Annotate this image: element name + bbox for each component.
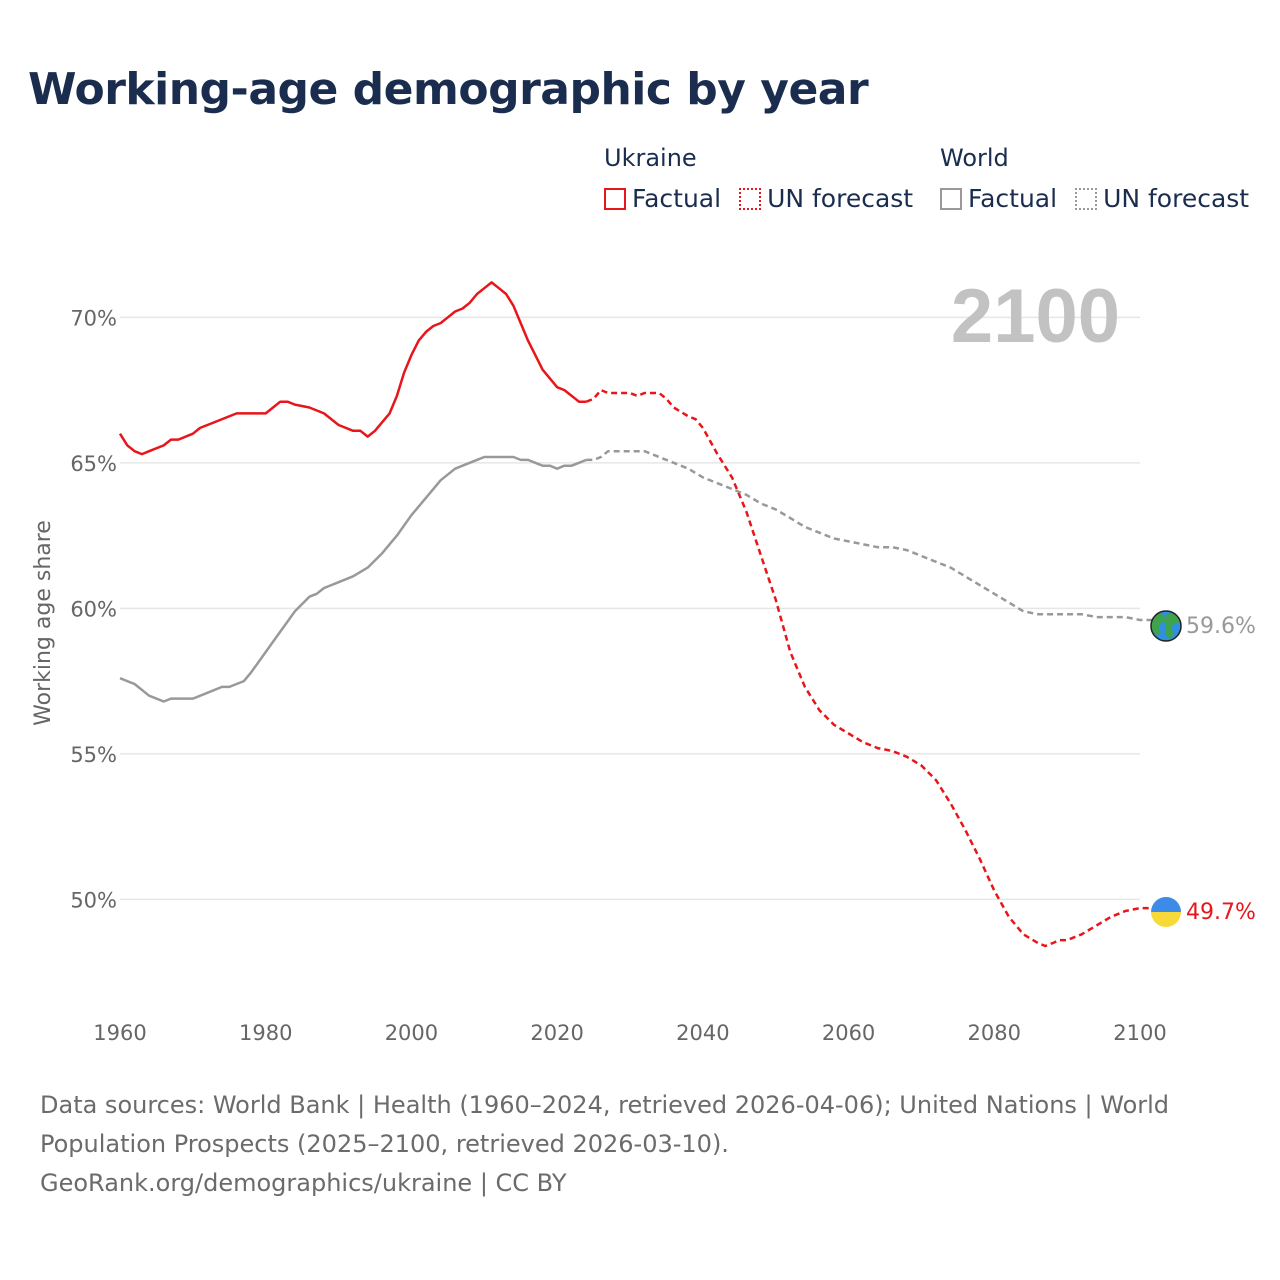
y-tick-labels: 50% 55% 60% 65% 70% [70, 306, 117, 912]
legend-item-ukraine-factual[interactable]: Factual [604, 184, 721, 213]
series-line-world-factual [119, 455, 587, 703]
legend-label-ukraine-factual: Factual [632, 184, 722, 213]
legend-swatch-world-factual [940, 187, 962, 210]
legend-group-ukraine-name: Ukraine [604, 144, 697, 172]
year-label: 2100 [951, 274, 1120, 359]
x-tick-label: 2020 [530, 1021, 583, 1045]
x-tick-label: 2060 [822, 1021, 875, 1045]
x-tick-label: 2080 [968, 1021, 1021, 1045]
y-axis-label: Working age share [31, 520, 56, 726]
footer-sources: Data sources: World Bank | Health (1960–… [40, 1091, 1170, 1158]
series-line-ukraine-factual [118, 281, 587, 456]
footer: Data sources: World Bank | Health (1960–… [40, 1086, 1220, 1203]
x-tick-label: 2000 [385, 1021, 438, 1045]
series-line-world-un-forecast [586, 449, 1155, 622]
x-tick-label: 1980 [239, 1021, 292, 1045]
legend-item-world-forecast[interactable]: UN forecast [1075, 184, 1249, 213]
chart-title: Working-age demographic by year [28, 64, 869, 115]
x-tick-label: 2100 [1113, 1021, 1166, 1045]
x-tick-label: 2040 [676, 1021, 729, 1045]
series-line-ukraine-un-forecast [585, 388, 1155, 948]
legend-label-world-forecast: UN forecast [1103, 184, 1250, 213]
legend-group-ukraine: Ukraine Factual UN forecast [604, 144, 913, 213]
gridlines [120, 316, 1140, 901]
legend-item-world-factual[interactable]: Factual [940, 184, 1057, 213]
y-tick-label: 65% [70, 452, 117, 476]
y-tick-label: 55% [70, 743, 117, 767]
legend-label-ukraine-forecast: UN forecast [767, 184, 914, 213]
footer-credit: GeoRank.org/demographics/ukraine | CC BY [40, 1169, 567, 1197]
end-label-world: 59.6% [1186, 614, 1256, 639]
y-tick-label: 70% [70, 306, 117, 330]
world-globe-icon [1150, 610, 1182, 642]
legend-group-world-name: World [940, 144, 1009, 172]
legend-swatch-world-forecast [1075, 187, 1098, 210]
series-lines [118, 281, 1155, 948]
line-chart: 2100 Working age share 50% 55% 60% 65% 70% 1… [31, 274, 1256, 1045]
y-tick-label: 60% [70, 597, 117, 621]
legend-item-ukraine-forecast[interactable]: UN forecast [739, 184, 913, 213]
x-tick-label: 1960 [93, 1021, 146, 1045]
legend-swatch-ukraine-forecast [739, 187, 762, 210]
ukraine-flag-icon [1151, 897, 1181, 927]
end-label-ukraine: 49.7% [1186, 900, 1256, 925]
x-tick-labels: 1960 1980 2000 2020 2040 2060 2080 2100 [93, 1021, 1166, 1045]
legend-label-world-factual: Factual [968, 184, 1058, 213]
y-tick-label: 50% [70, 888, 117, 912]
legend-swatch-ukraine-factual [604, 187, 626, 210]
legend-group-world: World Factual UN forecast [940, 144, 1249, 213]
